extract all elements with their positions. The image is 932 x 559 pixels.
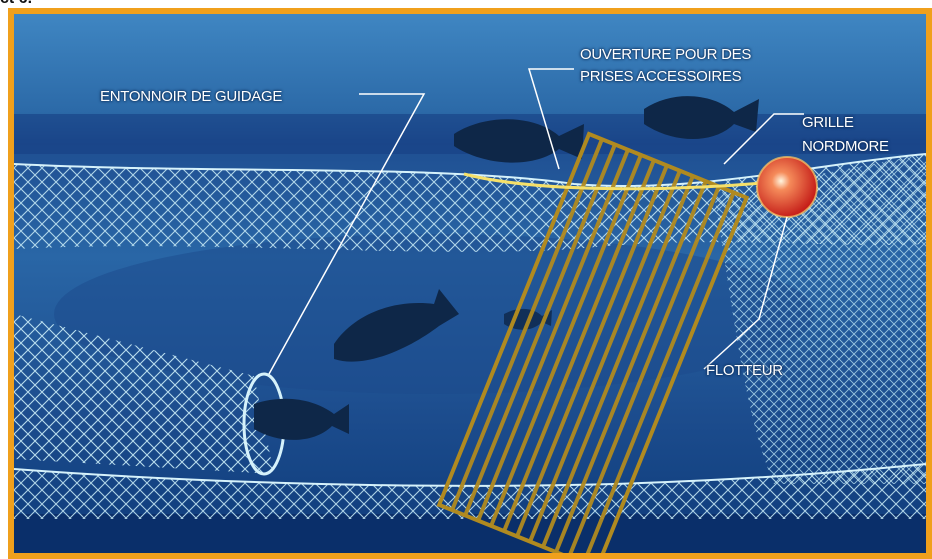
label-bycatch-opening-line2: PRISES ACCESSOIRES	[580, 68, 742, 85]
label-grid-line1: GRILLE	[802, 114, 854, 131]
label-bycatch-opening-line1: OUVERTURE POUR DES	[580, 46, 752, 63]
nordmore-grid-diagram: ENTONNOIR DE GUIDAGE OUVERTURE POUR DES …	[8, 8, 932, 559]
seabed	[14, 514, 926, 553]
upper-net	[14, 154, 926, 252]
opening-line	[463, 172, 775, 191]
float-icon	[757, 157, 817, 217]
right-net	[714, 154, 926, 484]
guiding-funnel	[14, 314, 274, 474]
trawl-illustration	[14, 14, 926, 553]
label-float: FLOTTEUR	[706, 362, 783, 379]
leader-lines	[268, 68, 804, 375]
top-caption: ct 6.	[0, 0, 32, 8]
nordmore-grid	[436, 131, 750, 553]
label-guiding-funnel: ENTONNOIR DE GUIDAGE	[100, 88, 283, 105]
lower-net	[14, 464, 926, 519]
label-grid-line2: NORDMORE	[802, 138, 889, 155]
